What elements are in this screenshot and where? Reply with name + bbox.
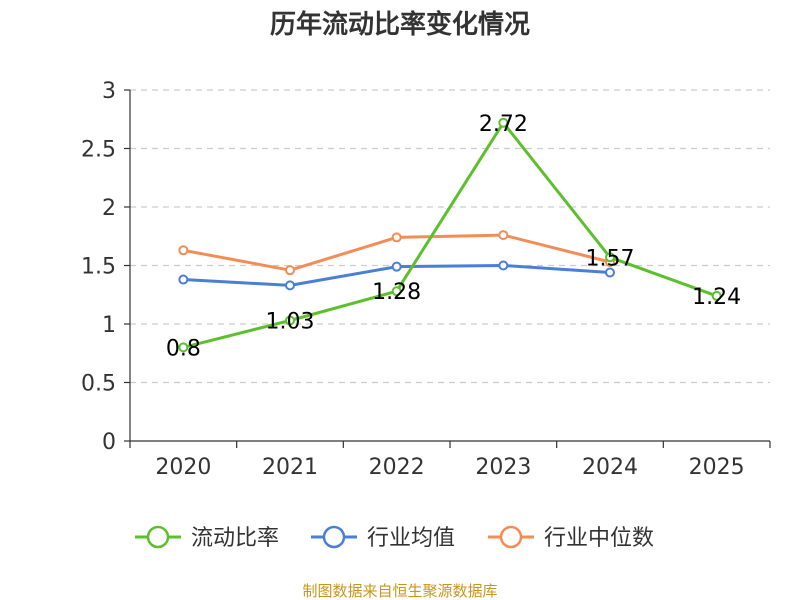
y-tick-label: 0.5	[81, 372, 116, 397]
y-tick-label: 1	[102, 313, 116, 338]
data-label: 1.03	[266, 309, 315, 334]
series-point	[285, 280, 295, 291]
y-tick-label: 1.5	[81, 255, 116, 280]
chart-title: 历年流动比率变化情况	[270, 9, 530, 40]
y-tick-label: 3	[102, 79, 116, 104]
series-line	[182, 121, 718, 349]
y-tick-label: 0	[102, 430, 116, 455]
legend-label: 行业中位数	[544, 526, 654, 551]
series-point	[178, 342, 189, 353]
data-label: 1.24	[692, 285, 741, 310]
series-point	[498, 260, 509, 271]
series-point	[605, 252, 615, 263]
series-point	[178, 274, 189, 285]
legend-marker	[146, 525, 170, 549]
data-label: 2.72	[479, 112, 528, 137]
legend-label: 行业均值	[367, 526, 455, 551]
series-point	[285, 265, 295, 276]
x-tick-label: 2023	[475, 455, 531, 480]
x-tick-label: 2021	[262, 455, 318, 480]
legend-label: 流动比率	[191, 526, 279, 551]
y-tick-label: 2.5	[81, 138, 116, 163]
data-labels: 0.8 1.03 1.28 2.72 1.57 1.24	[166, 112, 741, 362]
legend-item: 行业均值	[311, 525, 455, 551]
series-point	[498, 117, 509, 128]
series-point	[498, 230, 509, 241]
axes: 0 0.5 1 1.5 2 2.5 3 2020 2021 2022 2023 2024 2025	[81, 79, 771, 480]
y-tick-label: 2	[102, 196, 116, 221]
data-label: 1.57	[586, 246, 635, 271]
series-point	[391, 261, 402, 272]
series-point	[605, 267, 615, 278]
data-label: 0.8	[166, 336, 201, 361]
x-tick-label: 2022	[369, 455, 425, 480]
legend: 流动比率 行业均值 行业中位数	[135, 525, 654, 551]
x-tick-label: 2024	[582, 455, 638, 480]
series-point	[391, 286, 402, 297]
legend-marker	[499, 525, 523, 549]
legend-marker	[322, 525, 346, 549]
series	[178, 117, 722, 353]
series-point	[391, 232, 402, 243]
series-point	[285, 315, 295, 326]
legend-item: 流动比率	[135, 525, 279, 551]
series-point	[711, 290, 722, 301]
x-tick-label: 2025	[689, 455, 745, 480]
x-tick-label: 2020	[155, 455, 211, 480]
legend-item: 行业中位数	[488, 525, 654, 551]
source-note: 制图数据来自恒生聚源数据库	[302, 582, 497, 600]
series-point	[178, 245, 189, 256]
data-label: 1.28	[372, 280, 421, 305]
